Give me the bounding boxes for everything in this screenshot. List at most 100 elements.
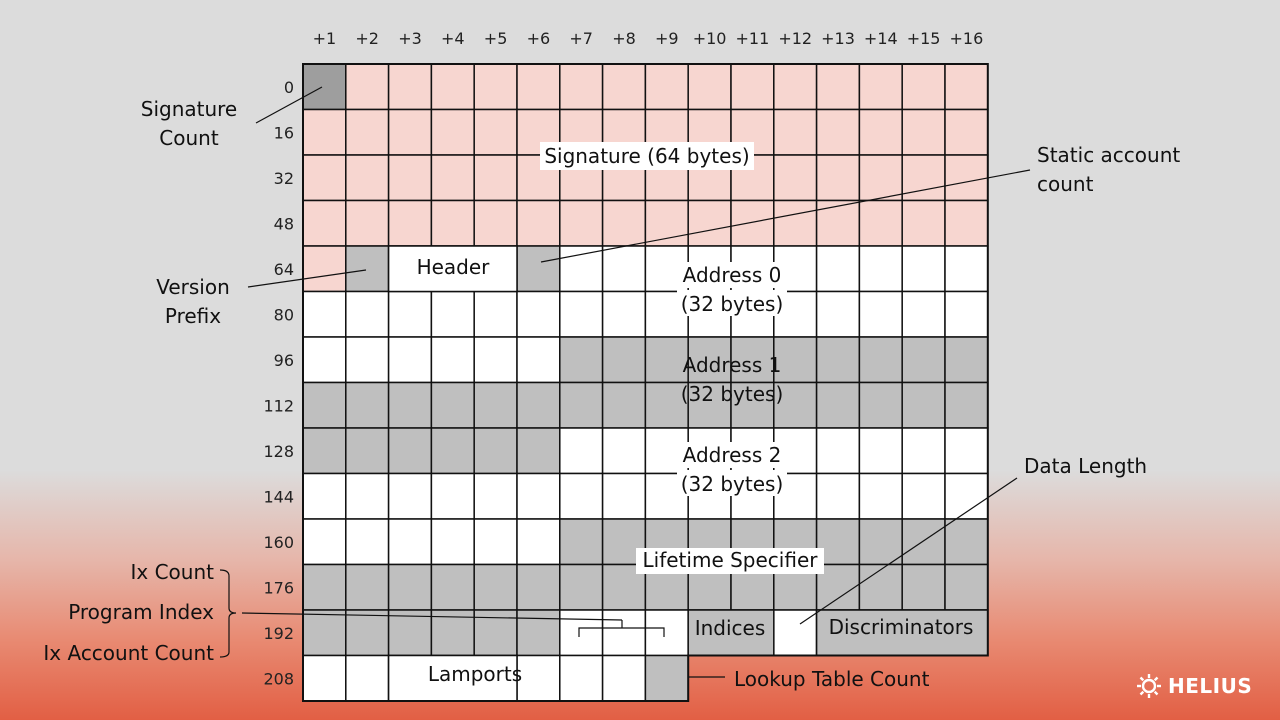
byte-cell (302, 654, 347, 702)
byte-cell (773, 199, 818, 247)
byte-cell (601, 381, 647, 429)
data-length-label: Data Length (1024, 454, 1147, 478)
byte-cell (901, 63, 946, 111)
byte-cell (387, 427, 433, 475)
byte-cell (345, 381, 390, 429)
byte-cell (516, 472, 561, 520)
byte-cell (944, 199, 989, 247)
column-ticks: +1 +2 +3 +4 +5 +6 +7 +8 +9 +10 +11 +12 +13 +14 +15 +16 (313, 29, 984, 48)
byte-cell (345, 154, 390, 202)
signature-count-connector (255, 86, 323, 124)
row-tick: 64 (274, 260, 294, 279)
byte-cell (644, 609, 689, 657)
byte-cell (302, 427, 347, 475)
merged-cell (815, 609, 989, 657)
byte-cell (559, 199, 604, 247)
byte-cell (387, 563, 433, 611)
byte-cell (858, 472, 903, 520)
byte-cell (345, 654, 390, 702)
byte-cell (944, 108, 989, 156)
byte-cell (345, 609, 390, 657)
byte-cell (559, 563, 604, 611)
byte-cell (302, 199, 347, 247)
row-tick: 0 (284, 78, 294, 97)
byte-cell (559, 336, 604, 384)
byte-cell (387, 290, 433, 338)
column-tick: +8 (612, 29, 636, 48)
byte-cell (901, 108, 946, 156)
sun-gear-icon (1137, 674, 1161, 698)
byte-cell (345, 199, 390, 247)
byte-cell (815, 154, 861, 202)
byte-cell (858, 245, 903, 293)
byte-cell (516, 563, 561, 611)
byte-cell (516, 199, 561, 247)
byte-cell (815, 381, 861, 429)
address1-label-line2: (32 bytes) (681, 382, 784, 406)
signature-label: Signature (64 bytes) (544, 144, 749, 168)
byte-cell (302, 472, 347, 520)
byte-cell (773, 336, 818, 384)
address0-label-bg-2 (677, 290, 787, 316)
byte-cell (345, 63, 390, 111)
inner-labels: Signature (64 bytes) Header Address 0 (3… (417, 142, 973, 686)
row-tick: 16 (274, 123, 294, 142)
helius-logo: HELIUS (1136, 672, 1266, 700)
byte-cell (601, 245, 647, 293)
byte-cell (730, 63, 775, 111)
byte-cell (302, 563, 347, 611)
row-tick: 160 (263, 533, 294, 552)
byte-cell (858, 290, 903, 338)
byte-cell (430, 199, 475, 247)
byte-cell (516, 63, 561, 111)
byte-cell (944, 245, 989, 293)
byte-cell (387, 63, 433, 111)
column-tick: +2 (355, 29, 379, 48)
byte-cell (901, 154, 946, 202)
indices-label: Indices (695, 616, 766, 640)
byte-cell (944, 63, 989, 111)
byte-cell (858, 63, 903, 111)
row-tick: 192 (263, 624, 294, 643)
byte-cell (302, 63, 347, 111)
byte-cell (601, 654, 647, 702)
grid-frame (302, 63, 989, 702)
row-tick: 96 (274, 351, 294, 370)
column-tick: +9 (655, 29, 679, 48)
row-tick: 112 (263, 396, 294, 415)
byte-cell (345, 472, 390, 520)
column-tick: +5 (484, 29, 508, 48)
byte-cell (901, 518, 946, 566)
byte-cell (473, 199, 518, 247)
byte-cell (644, 381, 689, 429)
byte-cell (644, 199, 689, 247)
byte-cell (944, 290, 989, 338)
address2-label-bg-2 (677, 470, 787, 496)
byte-cell (901, 563, 946, 611)
byte-cell (773, 63, 818, 111)
byte-cell (944, 427, 989, 475)
byte-cell (901, 336, 946, 384)
ix-group-bracket (219, 569, 237, 658)
byte-cell (516, 654, 561, 702)
byte-cell (559, 609, 604, 657)
data-length-connector (799, 477, 1018, 625)
column-tick: +1 (313, 29, 337, 48)
row-tick: 144 (263, 487, 294, 506)
row-tick: 176 (263, 578, 294, 597)
byte-cell (345, 245, 390, 293)
byte-cell (858, 518, 903, 566)
byte-cell (430, 563, 475, 611)
address0-label-bg (677, 262, 787, 288)
byte-cell (559, 245, 604, 293)
version-prefix-label-1: Version (156, 275, 230, 299)
byte-cell (473, 154, 518, 202)
row-tick: 48 (274, 214, 294, 233)
byte-cell (601, 336, 647, 384)
ix-count-label: Ix Count (131, 560, 215, 584)
byte-cell (687, 63, 732, 111)
byte-cell (601, 427, 647, 475)
byte-cell (430, 336, 475, 384)
version-prefix-connector (247, 269, 367, 288)
lamports-label: Lamports (428, 662, 522, 686)
